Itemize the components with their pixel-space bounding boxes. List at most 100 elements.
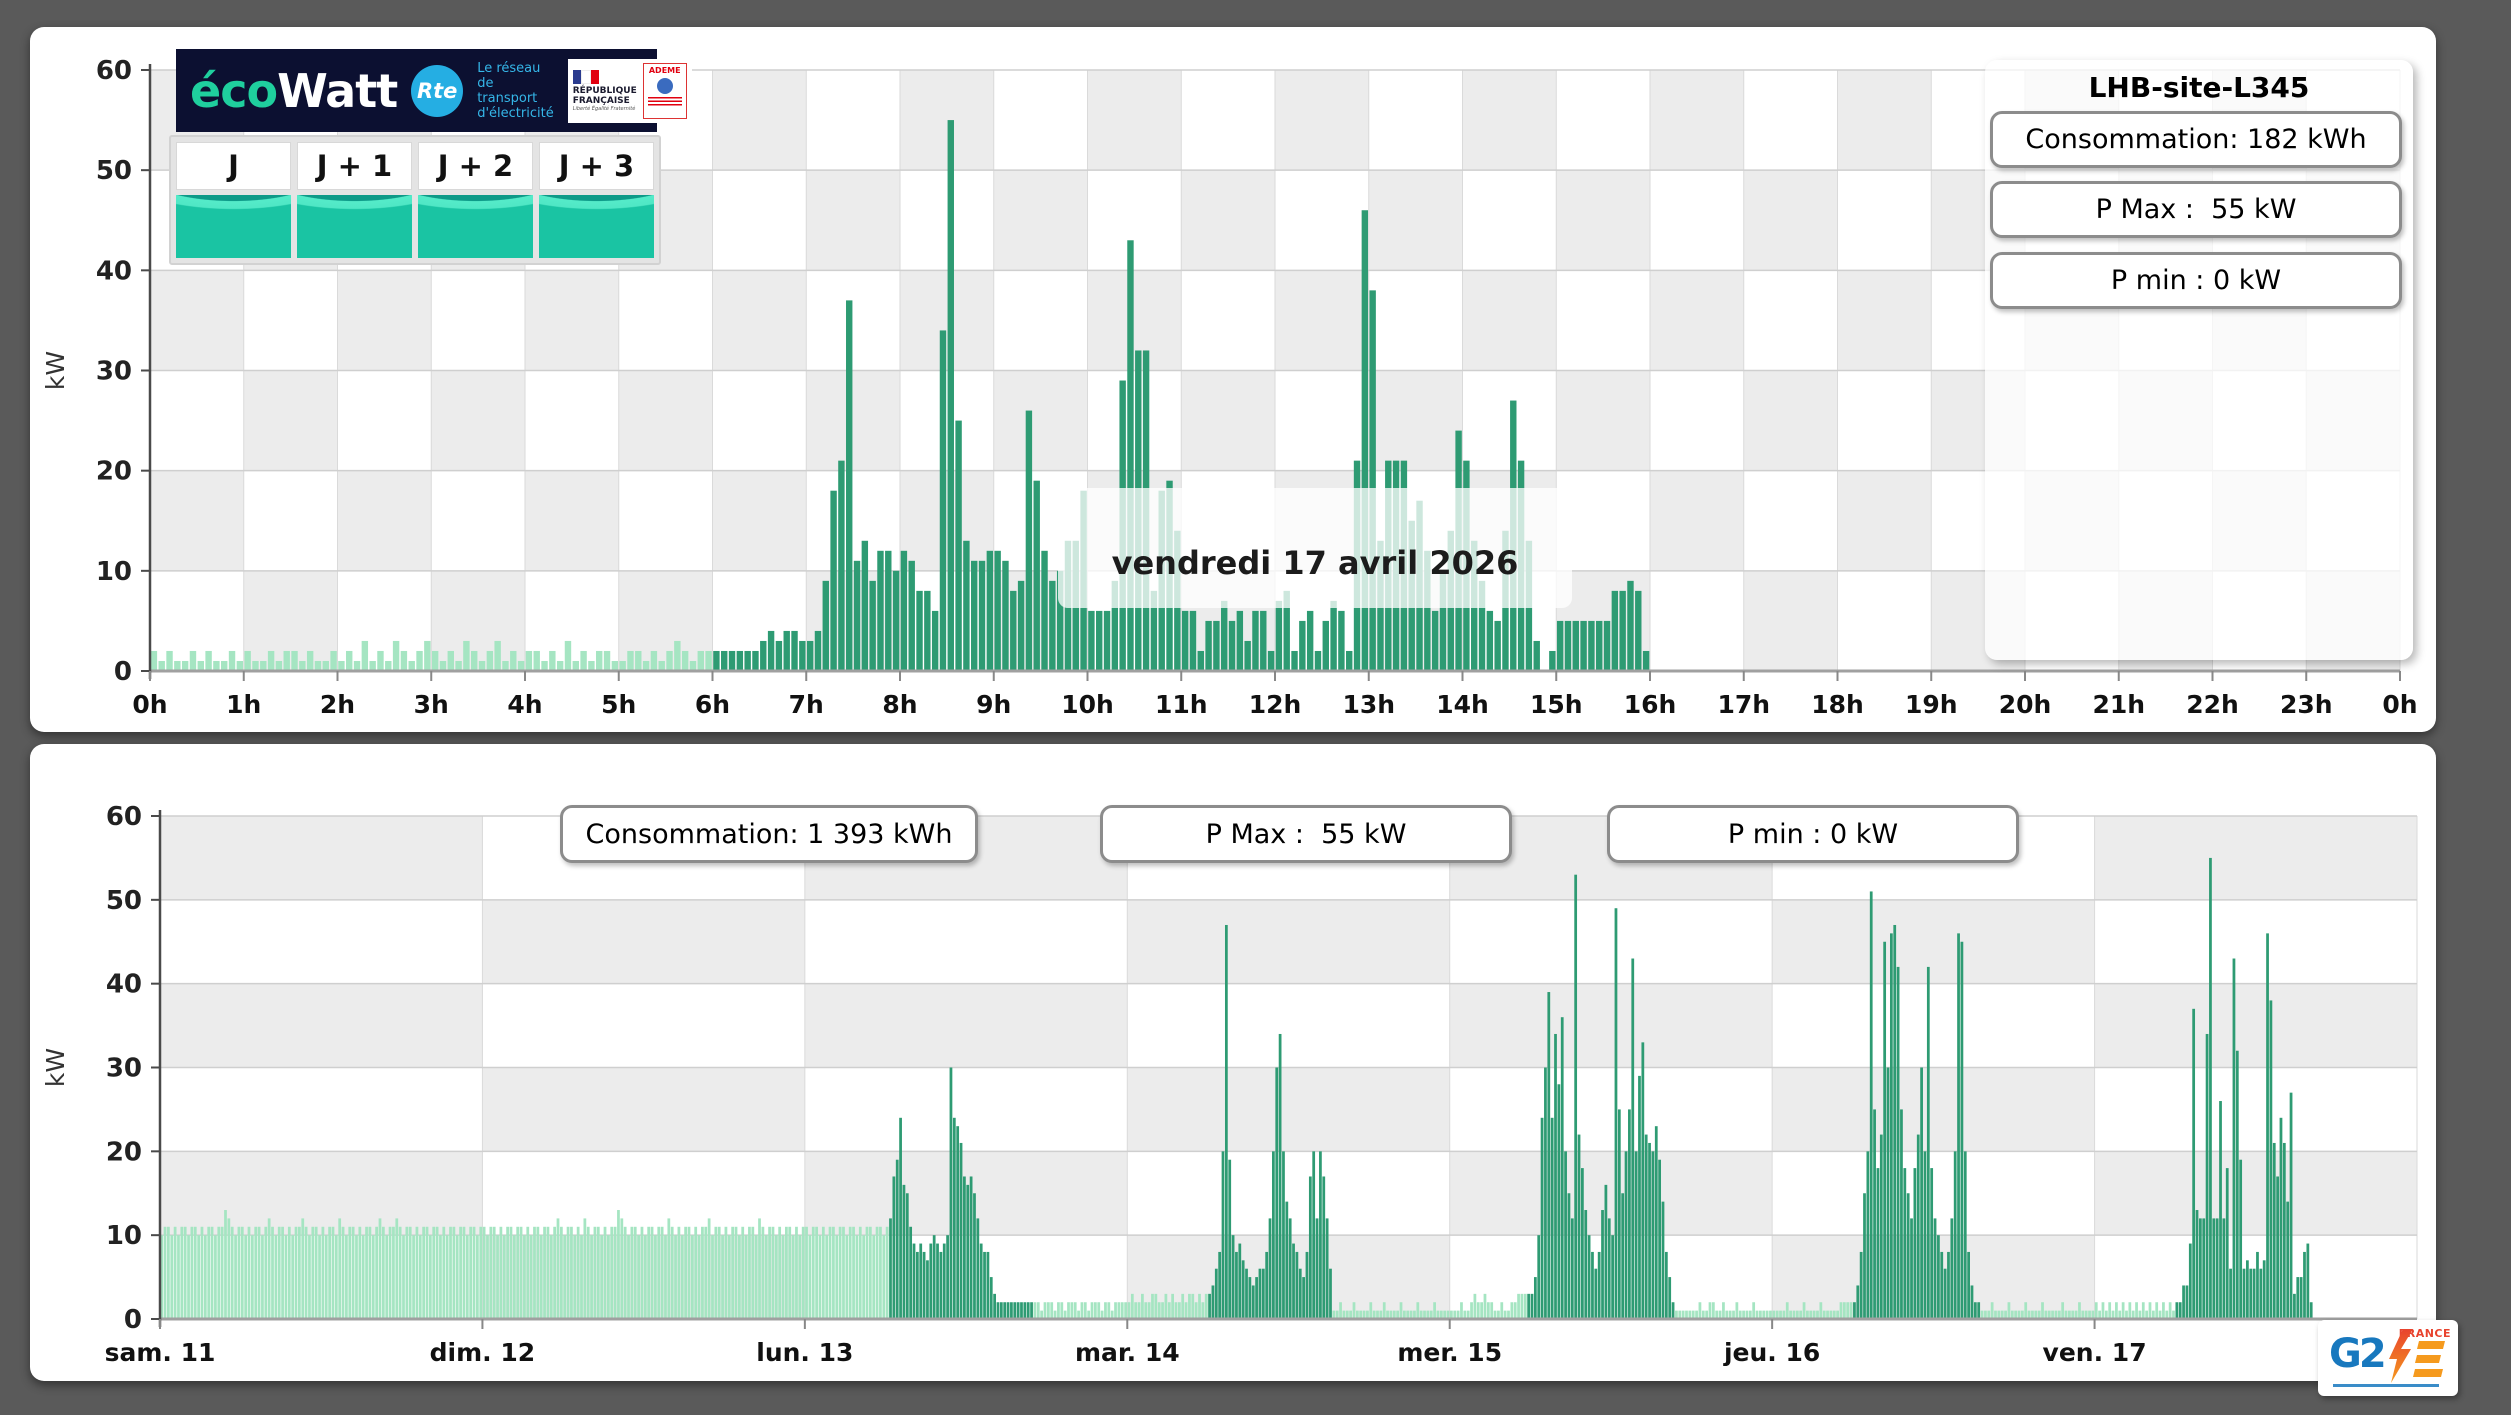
bar [1762, 1310, 1766, 1319]
bar [183, 1226, 187, 1319]
bar [590, 1235, 593, 1319]
bar [536, 1226, 540, 1319]
bar [187, 1235, 190, 1319]
bar [640, 1226, 644, 1319]
bar [1560, 1017, 1564, 1319]
bar [1057, 1302, 1060, 1319]
day-chart-panel: 0 10 20 30 40 50 60 0h 1h 2h 3h 4h 5h 6h 7h 8h 9h 10h 11h 1… [30, 27, 2436, 732]
x-tick-label: 13h [1342, 690, 1395, 719]
bar [1426, 1310, 1430, 1319]
bar [1769, 1310, 1772, 1319]
bar [294, 1226, 298, 1319]
bar [2178, 1302, 2182, 1319]
bar [1359, 1310, 1363, 1319]
bar [2249, 1268, 2253, 1319]
bar [1819, 1302, 1823, 1319]
bar [2131, 1310, 2135, 1319]
bar [2071, 1310, 2075, 1319]
bar [1691, 1310, 1695, 1319]
bar [1231, 1235, 1235, 1319]
bar [197, 660, 204, 671]
bar [275, 660, 283, 671]
forecast-tab-j3[interactable]: J + 3 [539, 142, 654, 258]
bar [1010, 590, 1017, 671]
bar [1621, 1193, 1625, 1319]
forecast-tab-j1[interactable]: J + 1 [297, 142, 412, 258]
forecast-tab-j2[interactable]: J + 2 [418, 142, 533, 258]
bar [619, 660, 626, 671]
bar [525, 650, 533, 671]
bar [2138, 1310, 2142, 1319]
bar [346, 650, 353, 671]
bar [447, 650, 454, 671]
bar [2246, 1260, 2249, 1319]
bar [838, 460, 845, 671]
bar [471, 650, 478, 671]
bar [986, 1251, 990, 1319]
y-axis-title: kW [41, 1048, 70, 1087]
bar [848, 1226, 852, 1319]
rte-logo-icon: Rte [411, 64, 464, 117]
bar [1580, 620, 1587, 671]
bar [1094, 1302, 1097, 1319]
bar [600, 1235, 604, 1319]
y-tick-label: 50 [96, 156, 132, 186]
bar [2306, 1243, 2310, 1319]
bar [586, 1226, 590, 1319]
bar [1198, 1293, 1201, 1319]
bar [799, 640, 806, 671]
bar [596, 1226, 600, 1319]
bar [1164, 1293, 1168, 1319]
axis-labels: 0 10 20 30 40 50 60 0h 1h 2h 3h 4h 5h 6h 7h 8h 9h 10h 11h 1… [41, 56, 2418, 719]
x-tick-label: dim. 12 [430, 1338, 536, 1367]
bar [1577, 1134, 1581, 1319]
axes [141, 64, 2401, 681]
x-tick-label: 18h [1811, 690, 1864, 719]
forecast-tab-j[interactable]: J [176, 142, 291, 258]
x-tick-label: 8h [882, 690, 917, 719]
bar [922, 1251, 926, 1319]
x-tick-label: 9h [976, 690, 1011, 719]
bar [1846, 1302, 1850, 1319]
bar [1926, 966, 1930, 1319]
bar [1570, 1218, 1574, 1319]
bar [1329, 1268, 1332, 1319]
bar [517, 660, 525, 671]
bar [1549, 650, 1556, 671]
bar [952, 1117, 956, 1319]
bar [2135, 1302, 2138, 1319]
bar [1642, 650, 1650, 671]
bar [680, 1235, 684, 1319]
bar [1127, 1302, 1131, 1319]
bar [875, 1226, 879, 1319]
bar [2044, 1310, 2048, 1319]
bar [228, 650, 236, 671]
bar [2027, 1310, 2031, 1319]
bar [902, 1184, 906, 1319]
bar [1688, 1310, 1692, 1319]
x-tick-label: 1h [226, 690, 261, 719]
bar [1537, 1235, 1541, 1319]
g2e-e-icon [2413, 1341, 2445, 1377]
bar [415, 1226, 419, 1319]
bar [942, 1243, 946, 1319]
bar [1110, 1310, 1114, 1319]
bar [281, 1226, 284, 1319]
y-tick-label: 60 [96, 56, 132, 86]
bar [908, 560, 915, 671]
bar [392, 640, 400, 671]
week-chart-panel: 0 10 20 30 40 50 60 sam. 11 dim. 12 lun. 13 mar. 1… [30, 744, 2458, 1396]
bar [768, 1226, 771, 1319]
bar [1594, 1268, 1598, 1319]
bar [1634, 1151, 1638, 1319]
bar [1392, 1310, 1396, 1319]
bar [2141, 1302, 2145, 1319]
bar [2282, 1142, 2286, 1319]
bar [539, 1235, 543, 1319]
axes [151, 810, 2417, 1329]
bar [627, 1235, 630, 1319]
bar [971, 560, 978, 671]
bar [1947, 1251, 1950, 1319]
bar [1396, 1310, 1400, 1319]
ecowatt-logo: écoWatt Rte Le réseau de transport d'éle… [176, 49, 692, 132]
